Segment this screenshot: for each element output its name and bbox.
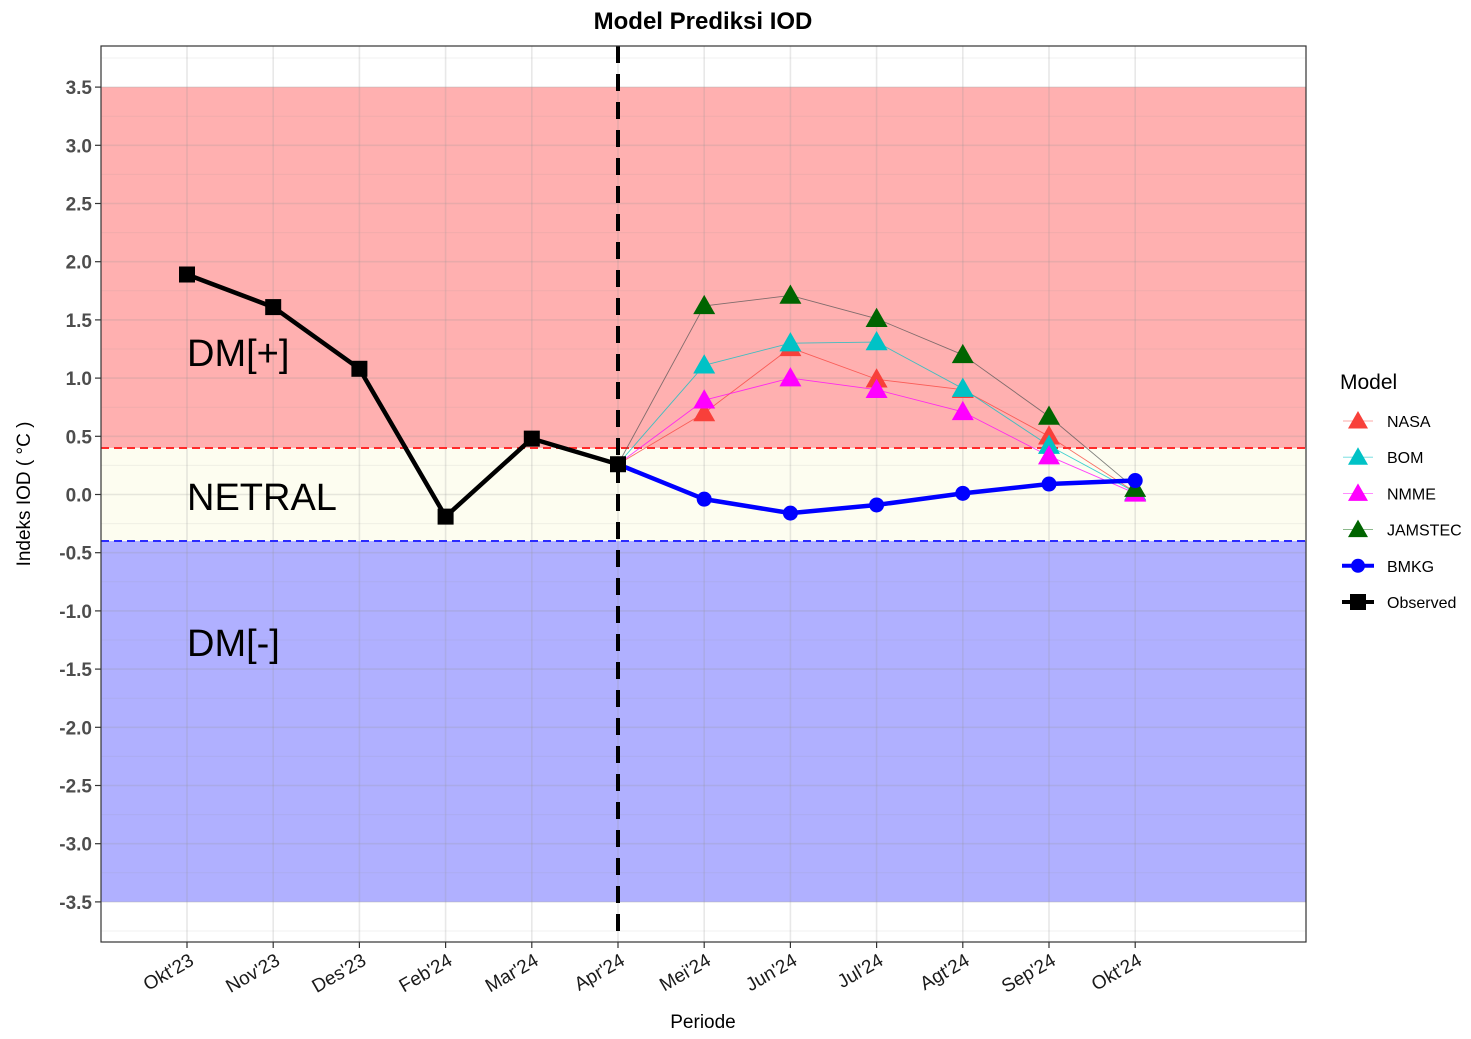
data-point-bom: [779, 332, 802, 352]
data-point-observed: [437, 508, 454, 525]
y-tick-label: 2.0: [66, 253, 92, 274]
legend-key-square: [1350, 594, 1366, 610]
x-tick-label: Mei'24: [656, 950, 715, 996]
legend-key-circle: [1351, 558, 1365, 573]
y-tick-label: -1.0: [59, 602, 92, 623]
legend-item-bmkg: BMKG: [1342, 558, 1434, 576]
y-tick-label: 1.0: [66, 369, 92, 390]
data-point-jamstec: [693, 294, 716, 315]
y-tick-label: 0.5: [66, 427, 93, 448]
data-point-bmkg: [696, 491, 712, 507]
x-tick-label: Des'23: [309, 950, 370, 997]
y-tick-label: -1.5: [59, 660, 92, 681]
x-tick-label: Apr'24: [571, 950, 629, 996]
data-point-nasa: [865, 368, 888, 388]
data-point-jamstec: [779, 284, 802, 304]
y-tick-label: -3.0: [59, 835, 92, 856]
legend-item-jamstec: JAMSTEC: [1343, 519, 1462, 540]
data-point-bmkg: [782, 505, 798, 521]
data-point-nmme: [1038, 445, 1060, 465]
x-tick-label: Nov'23: [222, 950, 283, 997]
data-point-bom: [951, 377, 974, 397]
x-tick-label: Feb'24: [396, 950, 457, 997]
x-tick-label: Sep'24: [998, 950, 1060, 998]
zone-band: [101, 541, 1306, 902]
legend-item-nmme: NMME: [1343, 483, 1436, 503]
zone-band: [101, 87, 1306, 448]
x-tick-label: Jul'24: [834, 950, 887, 993]
data-point-bmkg: [955, 485, 971, 501]
legend-item-nasa: NASA: [1343, 411, 1431, 431]
y-tick-label: 2.5: [66, 195, 93, 216]
y-tick-label: -3.5: [59, 893, 92, 914]
zone-labels: DM[+] NETRAL DM[-]: [187, 333, 337, 665]
x-axis-ticks: Okt'23 Nov'23 Des'23 Feb'24 Mar'24 Apr'24 Mei'…: [140, 942, 1146, 998]
legend-key-triangle: [1348, 447, 1368, 465]
grid-lines: [101, 46, 1306, 942]
legend-key-triangle: [1348, 411, 1368, 429]
x-tick-label: Okt'24: [1088, 950, 1146, 996]
legend-item-observed: Observed: [1342, 594, 1456, 612]
legend-label: BOM: [1387, 450, 1423, 467]
data-point-observed: [523, 430, 540, 447]
data-point-bom: [693, 354, 716, 374]
legend-label: JAMSTEC: [1387, 523, 1462, 540]
data-point-jamstec: [951, 343, 974, 364]
data-point-jamstec: [1038, 405, 1060, 425]
data-point-bmkg: [1127, 473, 1143, 489]
zone-backgrounds: [101, 46, 1306, 942]
y-tick-label: 3.0: [66, 136, 92, 157]
y-axis-title: Indeks IOD ( °C ): [14, 422, 35, 567]
data-point-bom: [1038, 434, 1060, 454]
series-line-observed: [186, 272, 619, 519]
data-point-observed: [179, 266, 195, 283]
x-axis-title: Periode: [670, 1012, 736, 1033]
legend-label: Observed: [1387, 595, 1456, 612]
x-tick-label: Agt'24: [917, 950, 974, 995]
data-point-nasa: [693, 402, 716, 422]
data-point-observed: [610, 456, 626, 473]
threshold-lines: [101, 446, 1306, 543]
data-point-observed: [265, 299, 282, 316]
legend-title: Model: [1340, 371, 1397, 394]
data-point-observed: [351, 360, 368, 377]
data-point-bmkg: [1041, 476, 1057, 492]
legend: Model NASA BOM NMME JAMSTEC BMKG Observed: [1340, 371, 1462, 612]
data-point-nmme: [693, 389, 716, 409]
y-tick-label: 0.0: [66, 486, 92, 507]
y-tick-label: -2.0: [59, 718, 92, 739]
zone-label: NETRAL: [187, 477, 337, 519]
x-tick-label: Okt'23: [140, 950, 198, 995]
data-point-nmme: [779, 367, 802, 387]
y-tick-label: -2.5: [59, 777, 92, 798]
data-point-bom: [865, 331, 888, 351]
y-tick-label: 1.5: [66, 311, 93, 332]
y-tick-label: -0.5: [59, 544, 92, 565]
data-point-nmme: [865, 378, 888, 398]
series-points: [179, 266, 1147, 525]
legend-key-triangle: [1348, 483, 1368, 501]
chart-title: Model Prediksi IOD: [594, 8, 813, 35]
y-axis-ticks: 3.5 3.0 2.5 2.0 1.5 1.0 0.5 0.0 -0.5 -1.0 -1.5 -2.0…: [59, 78, 101, 914]
zone-label: DM[+]: [187, 333, 289, 375]
legend-key-triangle: [1348, 519, 1368, 538]
data-point-nmme: [951, 400, 974, 421]
x-tick-label: Mar'24: [482, 950, 543, 997]
legend-label: NMME: [1387, 486, 1436, 503]
legend-label: NASA: [1387, 414, 1431, 431]
zone-label: DM[-]: [187, 623, 280, 665]
y-tick-label: 3.5: [66, 78, 93, 99]
legend-item-bom: BOM: [1343, 447, 1423, 467]
data-point-bmkg: [869, 497, 885, 513]
legend-label: BMKG: [1387, 559, 1434, 576]
x-tick-label: Jun'24: [742, 950, 801, 996]
data-point-jamstec: [865, 307, 888, 327]
